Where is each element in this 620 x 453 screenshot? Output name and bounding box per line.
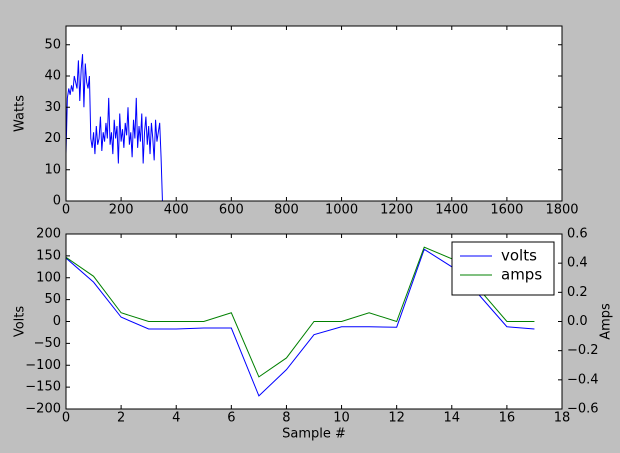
y-tick-label: 150	[36, 248, 61, 263]
x-tick-label: 400	[164, 203, 189, 218]
y2-axis-label: Amps	[599, 303, 614, 340]
x-tick-label: 0	[62, 411, 70, 426]
x-tick-label: 800	[274, 203, 299, 218]
y-tick-label: 0	[53, 194, 61, 209]
x-tick-label: 1600	[490, 203, 523, 218]
y-tick-label: 50	[44, 292, 61, 307]
legend-box	[451, 241, 555, 296]
x-tick-label: 1800	[545, 203, 578, 218]
x-tick-label: 600	[219, 203, 244, 218]
y2-tick-label: 0.0	[567, 314, 588, 329]
y2-tick-label: −0.4	[567, 372, 599, 387]
plot-frame	[65, 25, 563, 202]
x-tick-label: 18	[554, 411, 571, 426]
x-tick-label: 2	[117, 411, 125, 426]
y-tick-label: −100	[25, 358, 61, 373]
y2-tick-label: −0.2	[567, 343, 599, 358]
y-tick-label: 50	[44, 37, 61, 52]
y-tick-label: −150	[25, 380, 61, 395]
plot-frame	[65, 233, 563, 410]
x-tick-label: 16	[499, 411, 516, 426]
y2-tick-label: 0.2	[567, 285, 588, 300]
y-tick-label: 20	[44, 131, 61, 146]
y2-tick-label: −0.6	[567, 402, 599, 417]
legend-label: amps	[501, 266, 542, 284]
plot-area	[66, 26, 562, 201]
x-tick-label: 6	[227, 411, 235, 426]
y2-tick-label: 0.6	[567, 227, 588, 242]
y-tick-label: −50	[34, 336, 61, 351]
x-tick-label: 0	[62, 203, 70, 218]
y-tick-label: 0	[53, 314, 61, 329]
y-axis-label: Watts	[13, 95, 28, 132]
y-tick-label: 40	[44, 69, 61, 84]
x-tick-label: 4	[172, 411, 180, 426]
y-axis-label: Volts	[13, 306, 28, 338]
x-tick-label: 1400	[435, 203, 468, 218]
legend-label: volts	[501, 247, 537, 265]
x-axis-label: Sample #	[282, 427, 346, 442]
y-tick-label: −200	[25, 402, 61, 417]
x-tick-label: 8	[282, 411, 290, 426]
x-tick-label: 14	[444, 411, 461, 426]
x-tick-label: 1200	[380, 203, 413, 218]
y-tick-label: 30	[44, 100, 61, 115]
x-tick-label: 10	[333, 411, 350, 426]
y-tick-label: 10	[44, 162, 61, 177]
x-tick-label: 1000	[325, 203, 358, 218]
y2-tick-label: 0.4	[567, 256, 588, 271]
x-tick-label: 200	[109, 203, 134, 218]
x-tick-label: 12	[388, 411, 405, 426]
y-tick-label: 200	[36, 227, 61, 242]
y-tick-label: 100	[36, 270, 61, 285]
data-line	[66, 54, 562, 201]
